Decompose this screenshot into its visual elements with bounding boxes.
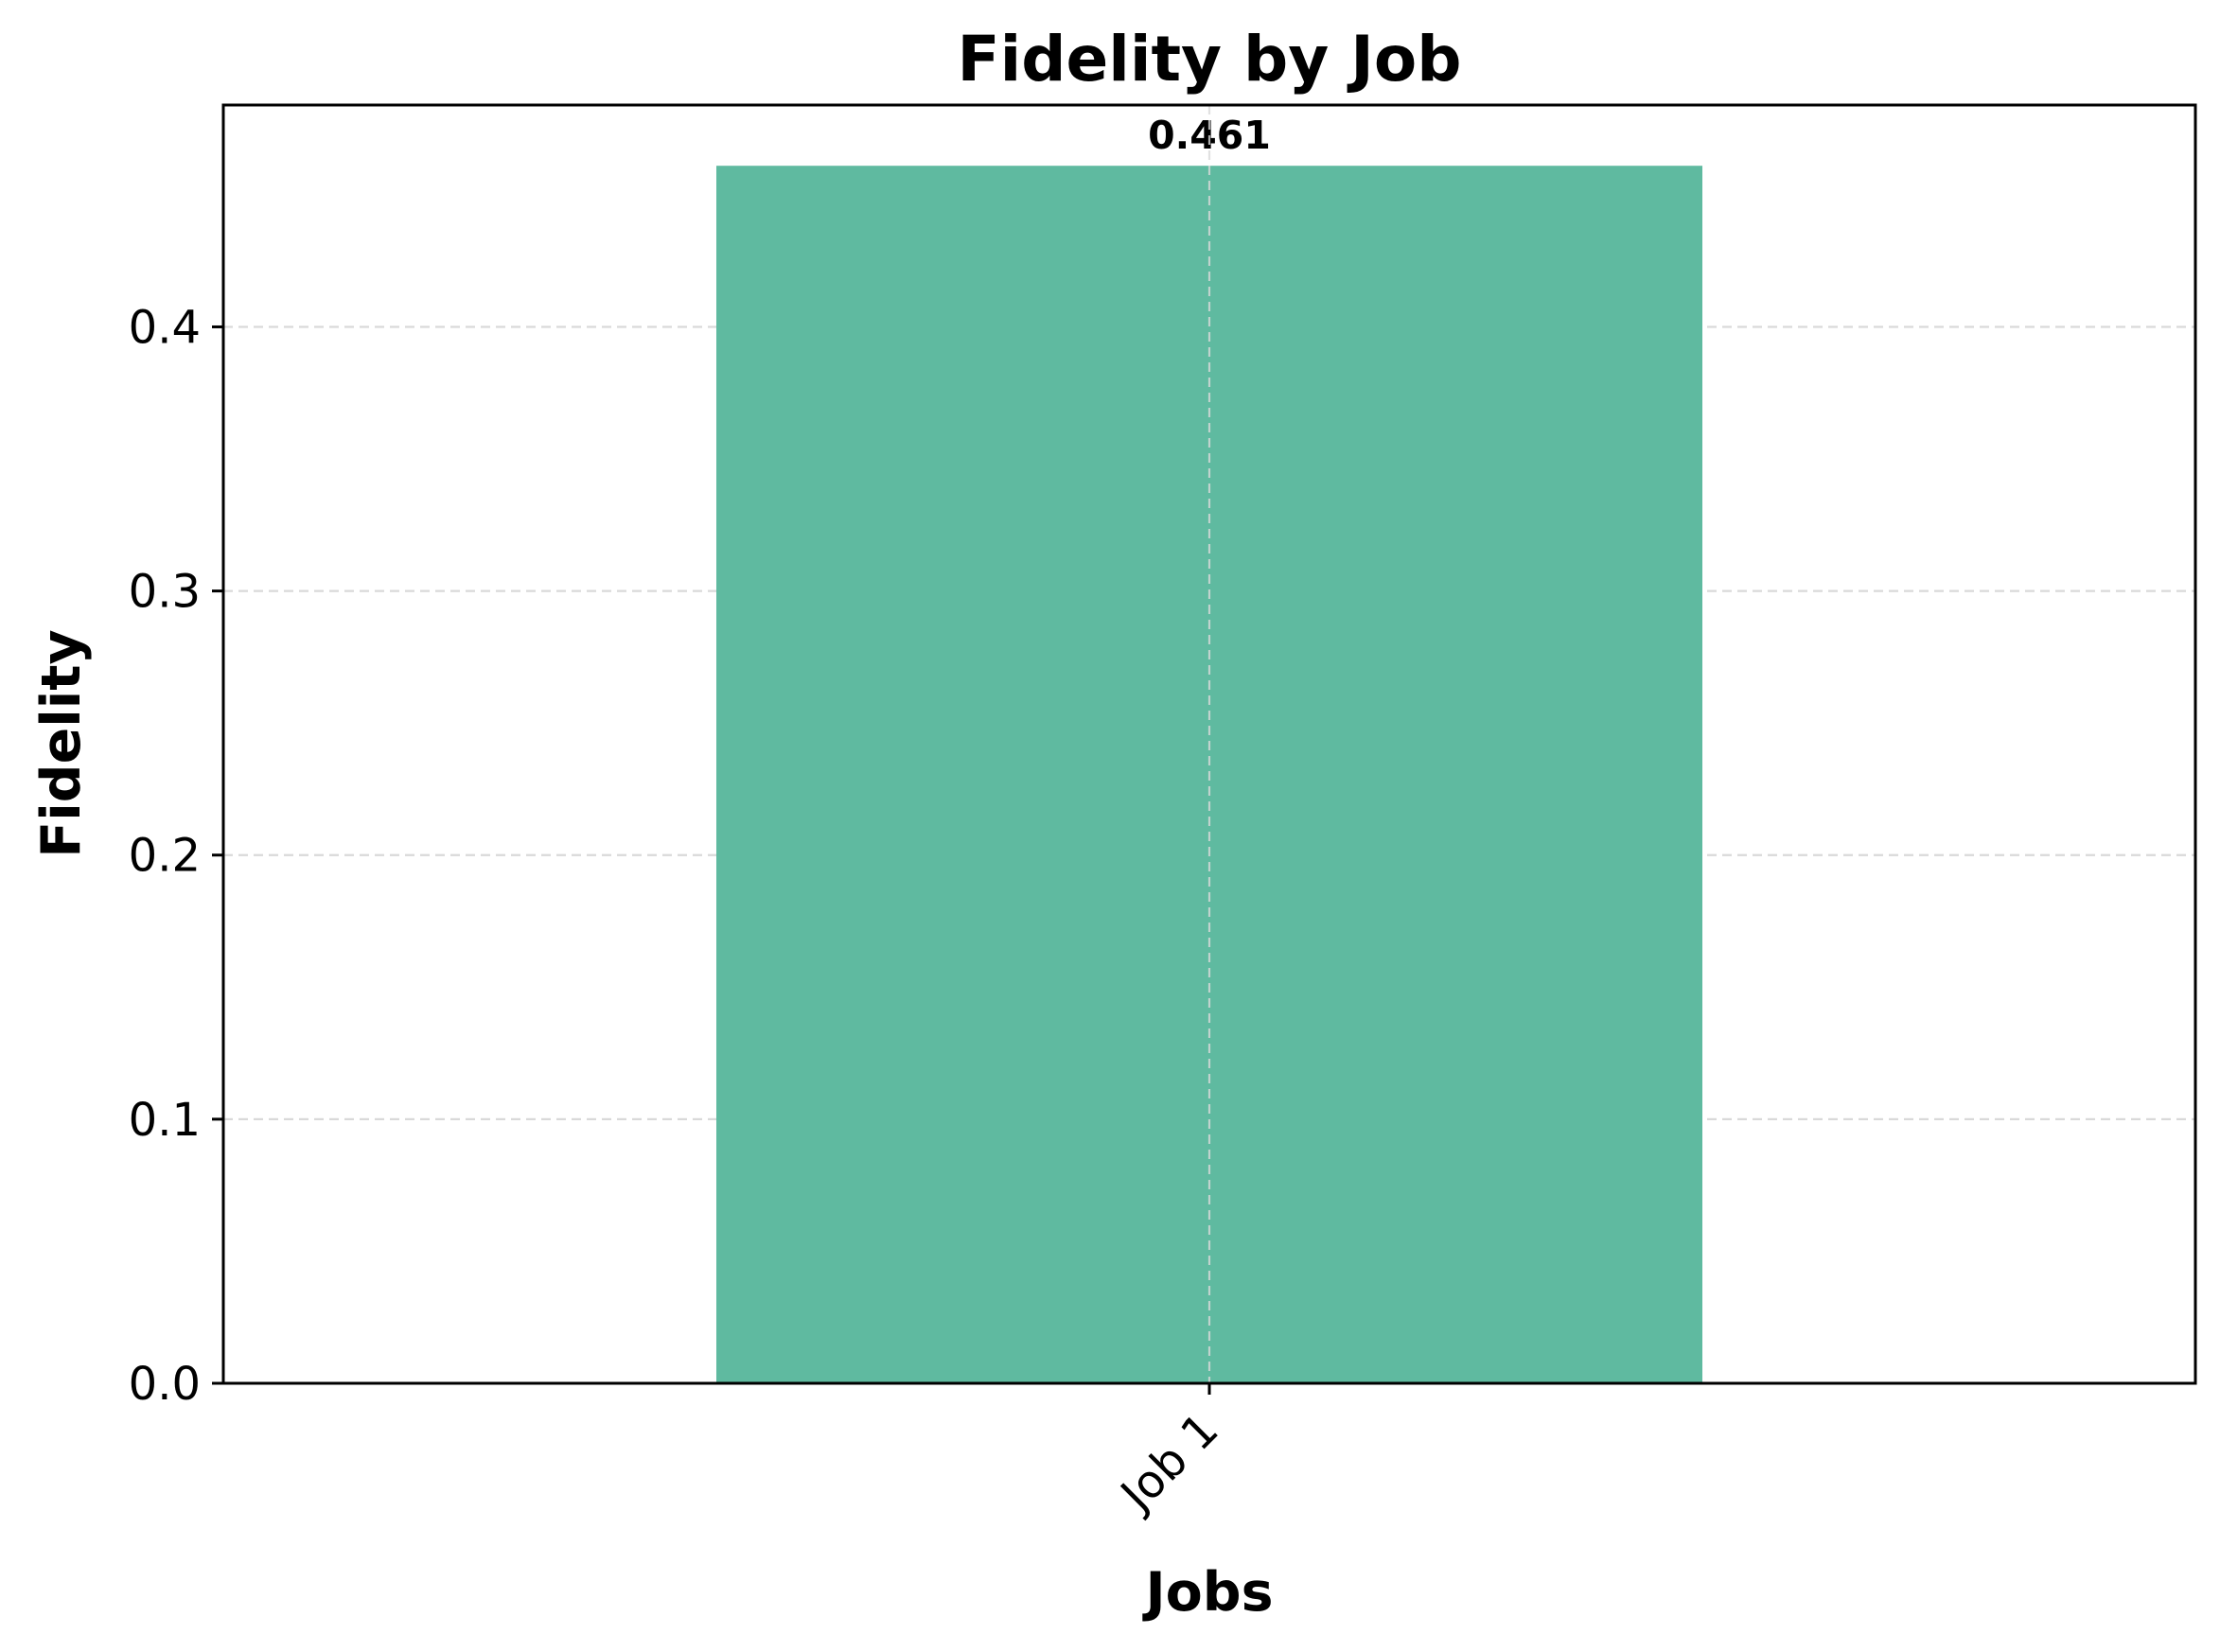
y-tick-label: 0.0: [129, 1358, 201, 1411]
chart-title: Fidelity by Job: [958, 23, 1462, 96]
y-tick-label: 0.1: [129, 1094, 201, 1147]
y-axis-label: Fidelity: [30, 629, 93, 857]
y-tick-label: 0.4: [129, 301, 201, 354]
y-axis: 0.0 0.1 0.2 0.3 0.4: [129, 301, 223, 1411]
x-axis: Job 1: [1109, 1383, 1228, 1522]
x-axis-label: Jobs: [1141, 1561, 1273, 1624]
x-tick-label: Job 1: [1109, 1403, 1228, 1522]
y-tick-label: 0.3: [129, 566, 201, 619]
y-tick-label: 0.2: [129, 830, 201, 883]
